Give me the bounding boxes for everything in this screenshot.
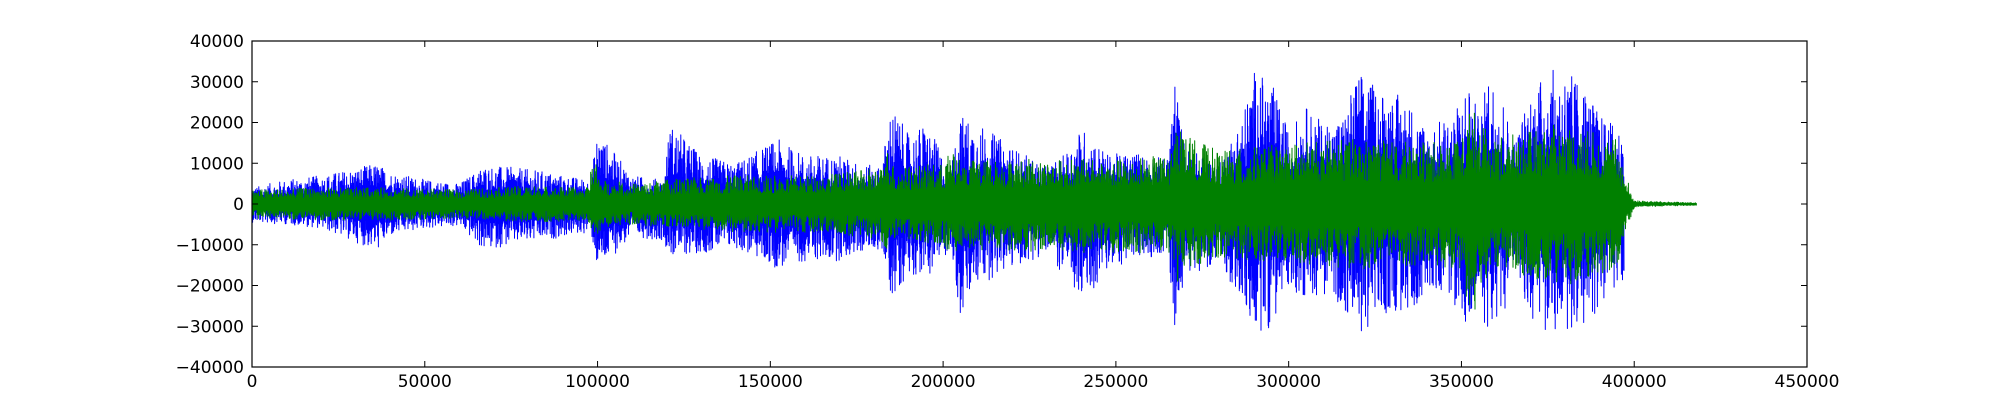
x-tick-label: 0 xyxy=(247,372,258,392)
x-tick-label: 450000 xyxy=(1775,372,1840,392)
x-tick-label: 400000 xyxy=(1602,372,1667,392)
y-tick-label: 20000 xyxy=(190,114,244,134)
series-layer xyxy=(252,69,1698,332)
x-tick-label: 150000 xyxy=(738,372,803,392)
x-tick-label: 250000 xyxy=(1083,372,1148,392)
y-tick-label: −10000 xyxy=(176,236,244,256)
y-tick-label: −30000 xyxy=(176,317,244,337)
y-tick-label: 40000 xyxy=(190,32,244,52)
waveform-series-2 xyxy=(252,112,1698,310)
y-tick-label: −40000 xyxy=(176,358,244,378)
x-axis: 0 50000 100000 150000 200000 250000 300000 3500… xyxy=(247,41,1840,392)
y-tick-label: 10000 xyxy=(190,154,244,174)
x-tick-label: 200000 xyxy=(911,372,976,392)
x-tick-label: 300000 xyxy=(1256,372,1321,392)
x-tick-label: 100000 xyxy=(565,372,630,392)
y-tick-label: −20000 xyxy=(176,277,244,297)
x-tick-label: 50000 xyxy=(398,372,452,392)
y-axis: 40000 30000 20000 10000 0 −10000 −20000 −30000 −… xyxy=(176,32,1807,378)
y-tick-label: 30000 xyxy=(190,73,244,93)
y-tick-label: 0 xyxy=(233,195,244,215)
x-tick-label: 350000 xyxy=(1429,372,1494,392)
